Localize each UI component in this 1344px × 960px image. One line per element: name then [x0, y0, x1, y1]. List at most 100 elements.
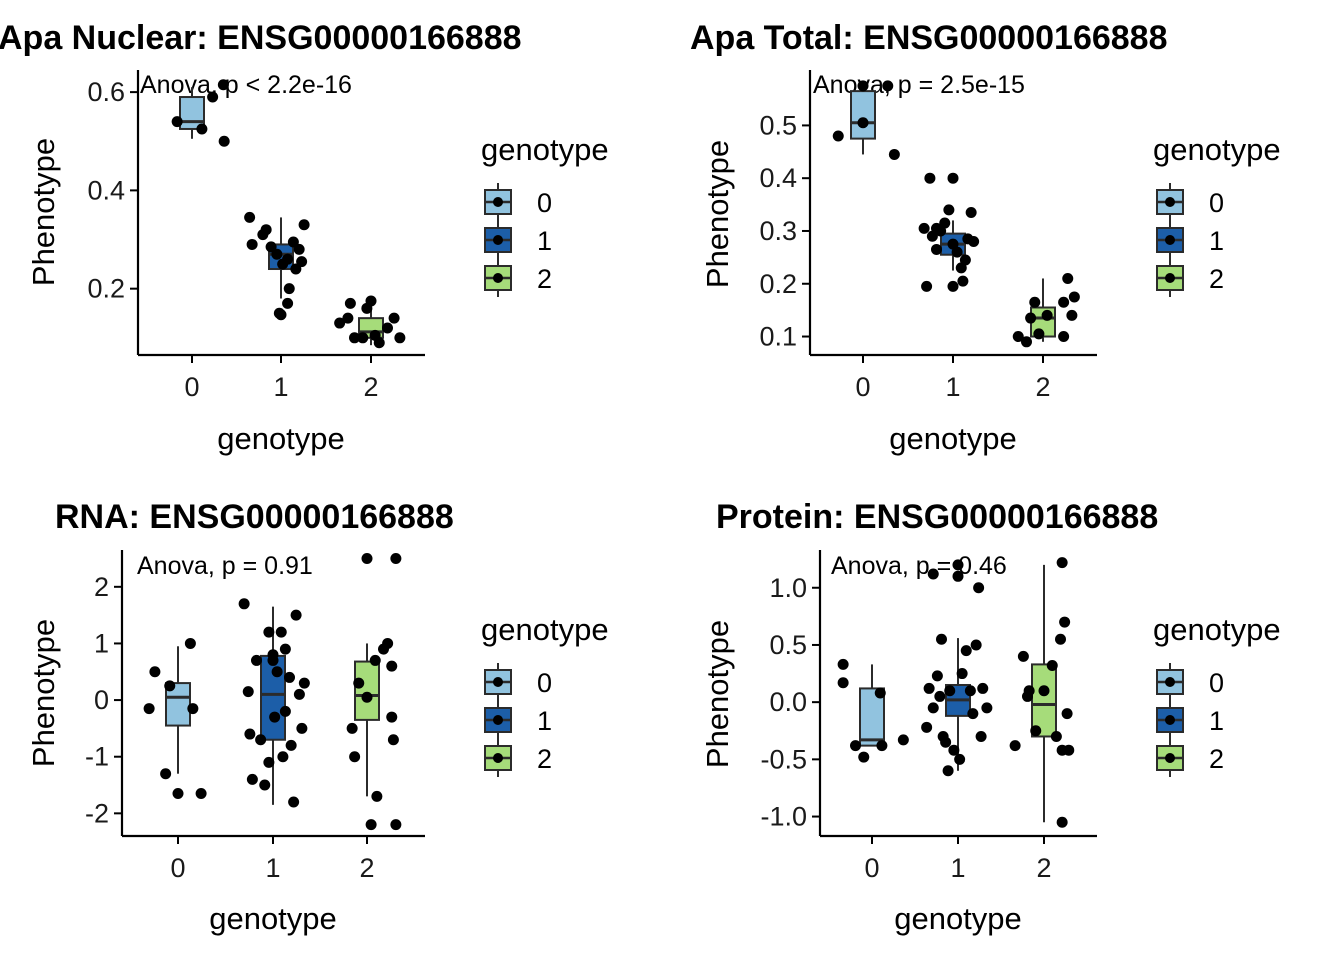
data-point [924, 172, 936, 184]
data-point [361, 691, 373, 703]
data-point [283, 283, 295, 295]
data-point [387, 734, 399, 746]
legend-title: genotype [481, 612, 609, 647]
box-body [354, 660, 380, 721]
panel-apa-nuclear: Apa Nuclear: ENSG00000166888 Anova, p < … [0, 19, 609, 456]
data-point [1056, 557, 1068, 569]
data-point [964, 685, 976, 697]
x-tick-label: 1 [950, 853, 965, 883]
legend-label: 0 [1209, 668, 1224, 698]
data-point [1059, 616, 1071, 628]
data-point [269, 711, 281, 723]
legend-key-point [1165, 715, 1175, 725]
data-point [858, 751, 870, 763]
data-point [267, 649, 279, 661]
data-point [334, 317, 346, 329]
data-point [897, 734, 909, 746]
legend-label: 2 [537, 264, 552, 294]
data-point [263, 756, 275, 768]
legend-item-0: 0 [1156, 183, 1224, 221]
x-tick-label: 0 [855, 372, 870, 402]
data-point [952, 570, 964, 582]
data-point [1009, 740, 1021, 752]
y-tick-label: 1.0 [769, 573, 807, 603]
data-point [259, 779, 271, 791]
data-point [927, 702, 939, 714]
data-point [361, 552, 373, 564]
panel-rna: RNA: ENSG00000166888 Anova, p = 0.91 gen… [26, 498, 609, 936]
data-point [382, 322, 393, 334]
data-point [218, 135, 230, 147]
data-point [981, 702, 993, 714]
data-point [977, 682, 989, 694]
anova-annotation: Anova, p = 0.91 [137, 552, 313, 580]
data-point [369, 654, 381, 666]
legend-item-2: 2 [1156, 739, 1224, 777]
y-tick-label: 0 [94, 685, 109, 715]
legend-key-point [1165, 753, 1175, 763]
data-point [365, 819, 377, 831]
data-point [1050, 730, 1062, 742]
data-point [298, 219, 310, 231]
data-point [285, 739, 297, 751]
panel-protein: Protein: ENSG00000166888 Anova, p = 0.46… [700, 498, 1281, 936]
legend-title: genotype [1153, 612, 1281, 647]
x-axis-title: genotype [209, 901, 337, 936]
legend-key-point [493, 677, 503, 687]
data-point [390, 552, 402, 564]
box-body [850, 90, 876, 140]
data-point [874, 687, 886, 699]
data-point [344, 297, 356, 309]
data-point [951, 246, 963, 258]
data-point [1029, 296, 1041, 308]
data-point [1066, 309, 1078, 321]
y-tick-label: 0.5 [769, 630, 807, 660]
y-axis-title: Phenotype [26, 619, 61, 767]
x-tick-label: 2 [359, 853, 374, 883]
data-point [882, 80, 894, 92]
data-point [857, 80, 869, 92]
y-tick-label: 0.2 [759, 269, 797, 299]
panel-title: Protein: ENSG00000166888 [716, 498, 1158, 536]
data-point [954, 753, 966, 765]
data-point [353, 677, 365, 689]
panel-title: Apa Nuclear: ENSG00000166888 [0, 19, 522, 57]
data-point [1041, 309, 1053, 321]
data-point [172, 788, 184, 800]
data-point [1021, 336, 1032, 348]
data-point [1033, 328, 1045, 340]
legend-key-point [493, 197, 503, 207]
data-point [1025, 312, 1037, 324]
data-point [1062, 272, 1074, 284]
data-point [1030, 725, 1042, 737]
y-axis-title: Phenotype [700, 620, 735, 768]
x-tick-label: 1 [265, 853, 280, 883]
data-point [934, 690, 946, 702]
x-axis-title: genotype [217, 421, 345, 456]
y-tick-label: 0.2 [87, 274, 125, 304]
y-tick-label: 0.4 [87, 175, 125, 205]
y-tick-label: -0.5 [760, 744, 807, 774]
x-tick-label: 2 [363, 372, 378, 402]
legend: genotype 0 1 2 [1153, 612, 1281, 777]
data-point [390, 819, 402, 831]
data-point [388, 312, 400, 324]
data-point [275, 626, 287, 638]
legend-title: genotype [481, 132, 609, 167]
data-point [346, 722, 358, 734]
data-point [282, 253, 294, 265]
panel-title: Apa Total: ENSG00000166888 [690, 19, 1168, 57]
data-point [271, 248, 283, 260]
y-tick-label: 0.6 [87, 77, 125, 107]
y-tick-label: 2 [94, 572, 109, 602]
data-point [275, 309, 287, 321]
y-axis-title: Phenotype [26, 138, 61, 286]
data-point [923, 682, 935, 694]
data-point [255, 734, 267, 746]
data-point [349, 332, 360, 344]
data-point [957, 275, 969, 287]
data-point [947, 172, 959, 184]
data-point [1017, 650, 1029, 662]
data-point [284, 671, 295, 683]
legend-key-point [1165, 677, 1175, 687]
